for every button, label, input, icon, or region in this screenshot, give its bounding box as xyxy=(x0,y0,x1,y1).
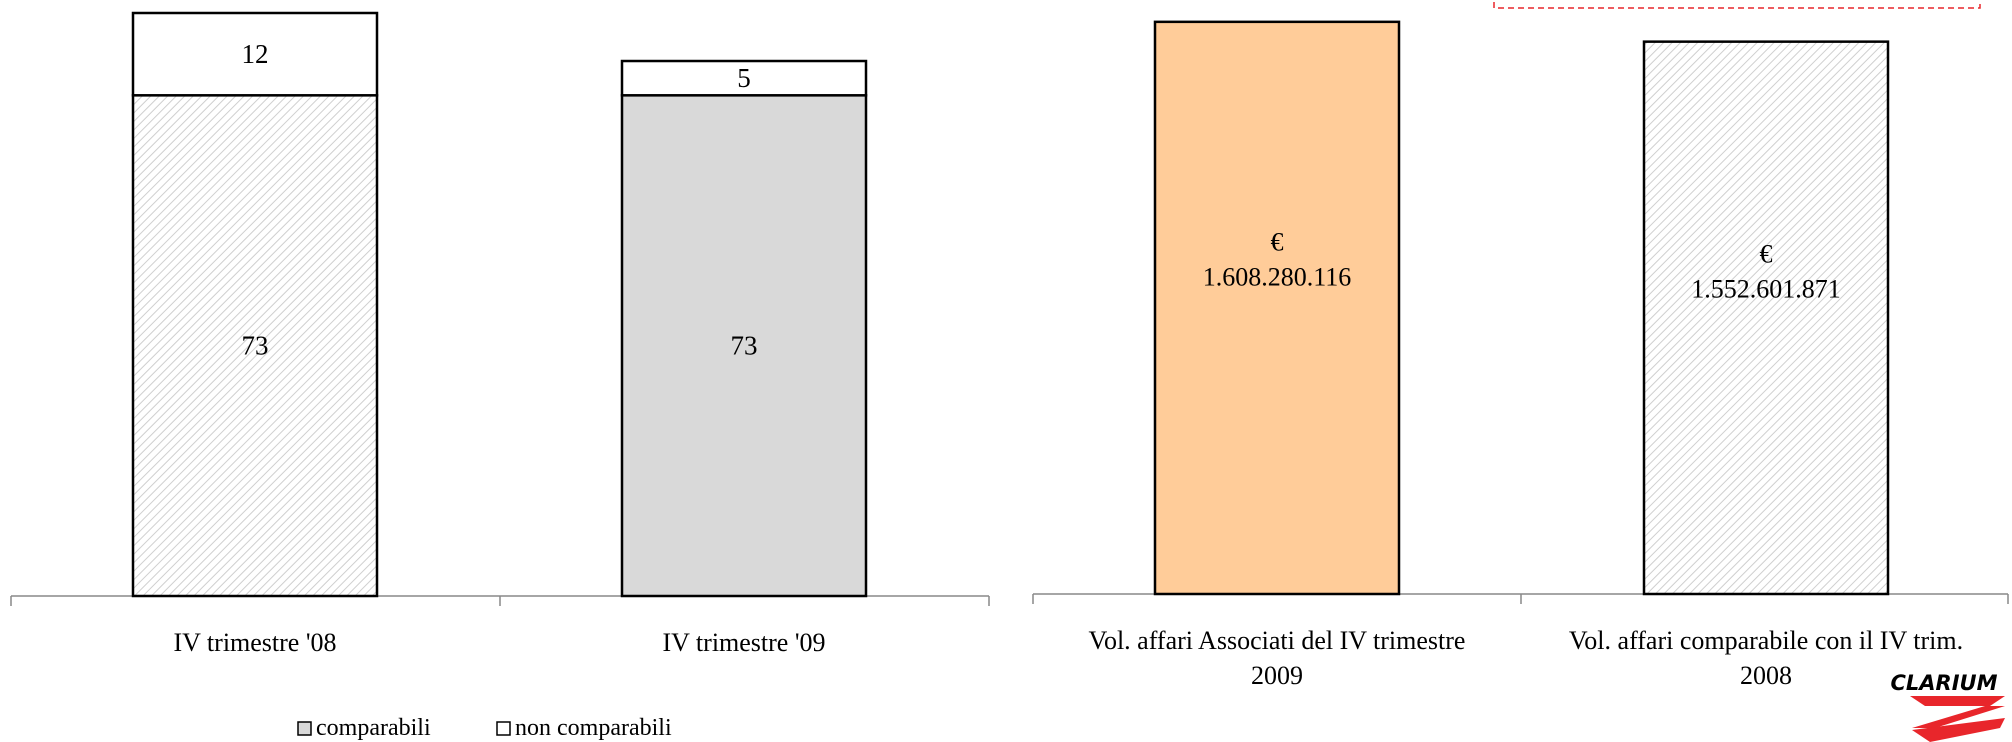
dashed-note-box xyxy=(1493,0,1981,9)
data-label: 12 xyxy=(242,39,269,69)
logo-swoosh-top xyxy=(1910,696,2005,706)
tick-label: Vol. affari Associati del IV trimestre 20… xyxy=(1089,626,1466,690)
data-label: 73 xyxy=(731,331,758,361)
legend-swatch-non-comparabili xyxy=(496,721,511,736)
bar-non-comparabili-1 xyxy=(620,59,868,97)
logo-swoosh-bottom xyxy=(1912,718,2005,742)
legend-label-comparabili: comparabili xyxy=(316,715,431,741)
clarium-logo: CLARIUM xyxy=(1891,672,2005,742)
data-label: 5 xyxy=(737,63,751,93)
right-x-axis xyxy=(1032,593,2009,604)
left-bars xyxy=(131,11,868,598)
left-data-labels: 73 12 73 5 xyxy=(242,39,758,361)
bar-1 xyxy=(1642,40,1890,596)
right-bars xyxy=(1153,20,1890,596)
bar-0 xyxy=(1153,20,1401,596)
right-tick-labels: Vol. affari Associati del IV trimestre 20… xyxy=(1089,626,1964,690)
left-x-axis xyxy=(10,595,990,606)
logo-swoosh-mid xyxy=(1912,706,2005,728)
data-label: €1.608.280.116 xyxy=(1203,228,1352,292)
tick-label: IV trimestre '08 xyxy=(173,628,336,657)
left-tick-labels: IV trimestre '08 IV trimestre '09 xyxy=(173,628,825,657)
legend-label-non-comparabili: non comparabili xyxy=(515,715,672,741)
tick-label: Vol. affari comparabile con il IV trim. 2… xyxy=(1569,626,1963,690)
tick-label: IV trimestre '09 xyxy=(662,628,825,657)
data-label: €1.552.601.871 xyxy=(1691,240,1841,304)
legend-swatch-comparabili xyxy=(297,721,312,736)
right-data-labels: €1.608.280.116 € 1.552.601.871 xyxy=(1203,228,1841,304)
logo-text: CLARIUM xyxy=(1891,672,1998,695)
bar-non-comparabili-0 xyxy=(131,11,379,97)
data-label: 73 xyxy=(242,331,269,361)
legend: comparabili non comparabili xyxy=(297,715,672,741)
bar-comparabili-1 xyxy=(620,94,868,598)
bar-comparabili-0 xyxy=(131,94,379,598)
